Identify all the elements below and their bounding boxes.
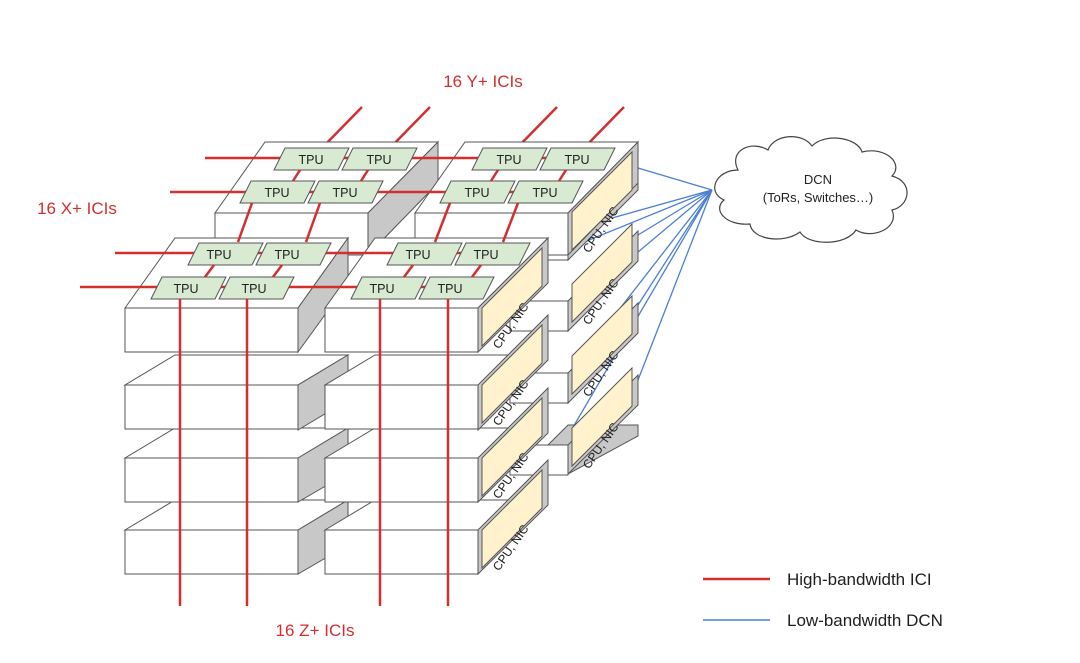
tpu-label: TPU <box>533 186 558 200</box>
front-host-cards <box>481 246 543 570</box>
dcn-cloud: DCN (ToRs, Switches…) <box>714 136 908 243</box>
tpu-label: TPU <box>174 282 199 296</box>
tpu-label: TPU <box>207 248 232 262</box>
tpu-label: TPU <box>299 153 324 167</box>
back-tpu-chips <box>239 147 616 204</box>
tpu-label: TPU <box>242 282 267 296</box>
back-host-cards <box>571 150 633 468</box>
tpu-label: TPU <box>497 153 522 167</box>
tpu-label: TPU <box>406 248 431 262</box>
tpu-label: TPU <box>265 186 290 200</box>
tpu-label: TPU <box>370 282 395 296</box>
z-ici-lines <box>178 299 450 606</box>
dcn-title: DCN <box>804 172 832 187</box>
y-ici-label: 16 Y+ ICIs <box>443 72 523 91</box>
z-ici-label: 16 Z+ ICIs <box>276 621 355 640</box>
tpu-label: TPU <box>565 153 590 167</box>
dcn-subtitle: (ToRs, Switches…) <box>763 190 874 205</box>
x-ici-label: 16 X+ ICIs <box>37 199 117 218</box>
legend: High-bandwidth ICI Low-bandwidth DCN <box>703 570 943 630</box>
tpu-label: TPU <box>438 282 463 296</box>
tpu-label: TPU <box>465 186 490 200</box>
tpu-label: TPU <box>275 248 300 262</box>
tpu-label: TPU <box>367 153 392 167</box>
tpu-label: TPU <box>474 248 499 262</box>
legend-dcn-label: Low-bandwidth DCN <box>787 611 943 630</box>
tpu-label: TPU <box>333 186 358 200</box>
legend-ici-label: High-bandwidth ICI <box>787 570 932 589</box>
